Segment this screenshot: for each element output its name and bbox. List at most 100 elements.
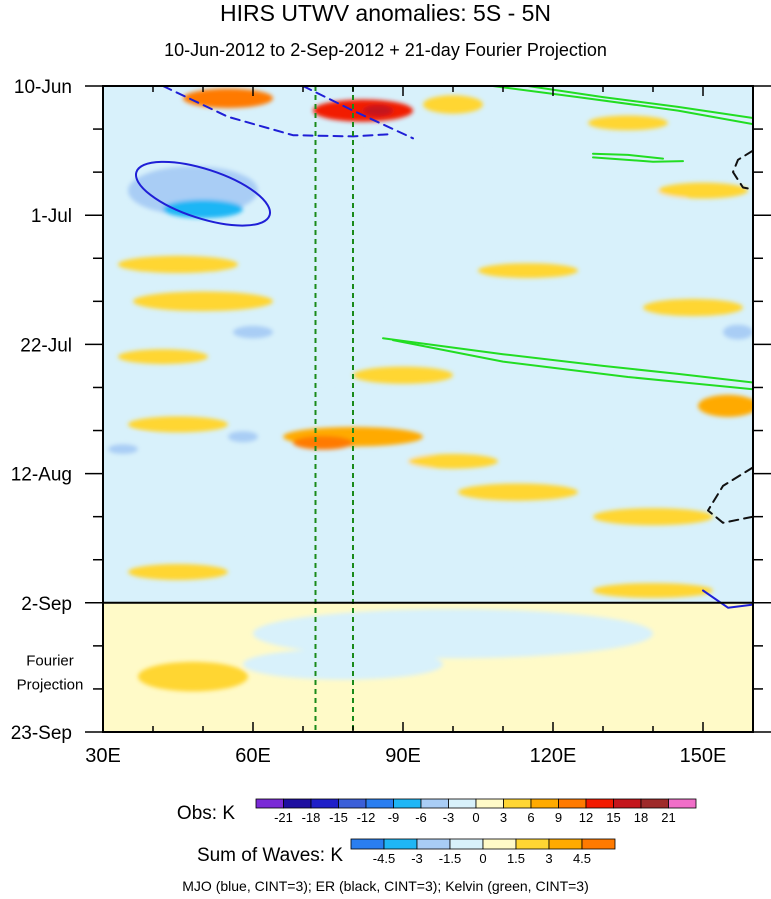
- anomaly-patch: [618, 439, 738, 459]
- axes: 30E 60E 90E 120E 150E 10-Jun 1-Jul 22-Jul 12-Aug…: [11, 77, 771, 767]
- kelvin-contour: [527, 86, 753, 119]
- anomaly-patch: [443, 545, 563, 563]
- obs-legend-level-label: -12: [357, 810, 376, 825]
- mjo-contour: [702, 589, 753, 609]
- obs-legend-swatch: [585, 798, 614, 809]
- obs-legend-level-label: 0: [472, 810, 479, 825]
- anomaly-patch: [128, 416, 228, 433]
- wave-contours: [134, 86, 753, 609]
- waves-legend-swatch: [515, 838, 550, 850]
- obs-legend-level-label: -15: [329, 810, 348, 825]
- obs-legend-swatch: [255, 798, 284, 809]
- anomaly-patch: [268, 230, 388, 250]
- contour-note: MJO (blue, CINT=3); ER (black, CINT=3); …: [182, 878, 589, 894]
- kelvin-contour: [592, 152, 664, 160]
- obs-legend-level-label: -18: [302, 810, 321, 825]
- obs-legend-level-label: -6: [415, 810, 427, 825]
- obs-legend-level-label: -3: [443, 810, 455, 825]
- obs-legend-swatch: [338, 798, 367, 809]
- plot-frame: [102, 85, 754, 733]
- obs-legend-level-label: 9: [555, 810, 562, 825]
- anomaly-patch: [133, 473, 273, 499]
- anomaly-patch: [183, 88, 273, 109]
- kelvin-contour: [492, 86, 753, 126]
- reference-lines: [103, 86, 753, 732]
- obs-legend-swatch: [475, 798, 504, 809]
- anomaly-patch: [133, 291, 273, 312]
- waves-legend-level-label: 1.5: [507, 851, 525, 866]
- anomaly-patch: [593, 508, 713, 526]
- anomaly-patch: [588, 115, 668, 131]
- er-contour: [707, 466, 753, 524]
- waves-legend-swatch: [548, 838, 583, 850]
- obs-legend-level-label: 12: [579, 810, 593, 825]
- anomaly-patch: [118, 255, 238, 273]
- projection-label: Projection: [17, 676, 84, 693]
- kelvin-contour: [392, 339, 753, 391]
- obs-legend-swatch: [448, 798, 477, 809]
- plot-area: [103, 86, 753, 732]
- anomaly-patch: [643, 298, 743, 317]
- mjo-contour: [302, 86, 414, 140]
- anomaly-patch: [228, 431, 258, 443]
- obs-legend-level-label: -9: [388, 810, 400, 825]
- y-tick-label: 10-Jun: [14, 77, 72, 98]
- waves-legend-swatch: [449, 838, 484, 850]
- y-tick-label: 23-Sep: [11, 723, 72, 744]
- x-tick-label: 120E: [530, 745, 577, 767]
- x-tick-label: 90E: [385, 745, 421, 767]
- obs-legend-level-label: 15: [606, 810, 620, 825]
- waves-legend-level-label: -3: [411, 851, 423, 866]
- anomaly-patch: [353, 503, 453, 518]
- anomaly-patch: [698, 394, 753, 417]
- obs-legend-swatch: [640, 798, 669, 809]
- waves-legend-level-label: 0: [479, 851, 486, 866]
- anomaly-patch: [548, 325, 608, 339]
- waves-legend-swatch: [383, 838, 418, 850]
- chart-subtitle: 10-Jun-2012 to 2-Sep-2012 + 21-day Fouri…: [164, 40, 607, 60]
- anomaly-patch: [118, 349, 208, 365]
- obs-legend-swatch: [613, 798, 642, 809]
- obs-legend-level-label: 21: [661, 810, 675, 825]
- y-tick-label: 22-Jul: [20, 335, 72, 356]
- waves-legend-swatch: [482, 838, 517, 850]
- anomaly-patch: [458, 483, 578, 501]
- obs-legend-swatch: [283, 798, 312, 809]
- er-contour: [732, 149, 753, 191]
- waves-legend-swatch: [350, 838, 385, 850]
- anomaly-patch: [568, 187, 688, 206]
- waves-legend-level-label: -1.5: [439, 851, 461, 866]
- obs-legend-swatch: [393, 798, 422, 809]
- obs-legend-swatch: [420, 798, 449, 809]
- waves-legend-level-label: 4.5: [573, 851, 591, 866]
- obs-legend-swatch: [310, 798, 339, 809]
- mjo-contour: [162, 86, 394, 138]
- waves-legend-title: Sum of Waves: K: [197, 845, 343, 866]
- anomaly-patch: [658, 182, 748, 199]
- anomaly-patch: [478, 263, 578, 278]
- anomaly-patch: [423, 95, 483, 114]
- anomaly-patch: [138, 661, 248, 692]
- anomaly-patch: [403, 195, 503, 211]
- obs-legend-swatch: [558, 798, 587, 809]
- anomaly-patch: [243, 648, 443, 680]
- anomaly-patch: [723, 324, 753, 340]
- chart-title: HIRS UTWV anomalies: 5S - 5N: [219, 0, 552, 26]
- x-tick-label: 150E: [680, 745, 727, 767]
- obs-legend-swatch: [365, 798, 394, 809]
- anomaly-patch: [293, 436, 353, 450]
- mjo-contour: [134, 160, 272, 227]
- obs-legend-level-label: 3: [500, 810, 507, 825]
- legends: Obs: K -21 -18 -15 -12 -9 -6 -3 0 3 6 9 12 15 18 21 Sum …: [177, 798, 697, 866]
- kelvin-contour: [592, 156, 684, 163]
- waves-legend-swatch: [581, 838, 616, 850]
- obs-legend-level-label: -21: [274, 810, 293, 825]
- anomaly-field: [103, 88, 753, 692]
- anomaly-patch: [408, 453, 498, 469]
- projection-label: Fourier: [26, 652, 74, 669]
- obs-legend-swatch: [530, 798, 559, 809]
- obs-legend-title: Obs: K: [177, 803, 235, 824]
- anomaly-patch: [193, 532, 313, 550]
- obs-legend-swatch: [503, 798, 532, 809]
